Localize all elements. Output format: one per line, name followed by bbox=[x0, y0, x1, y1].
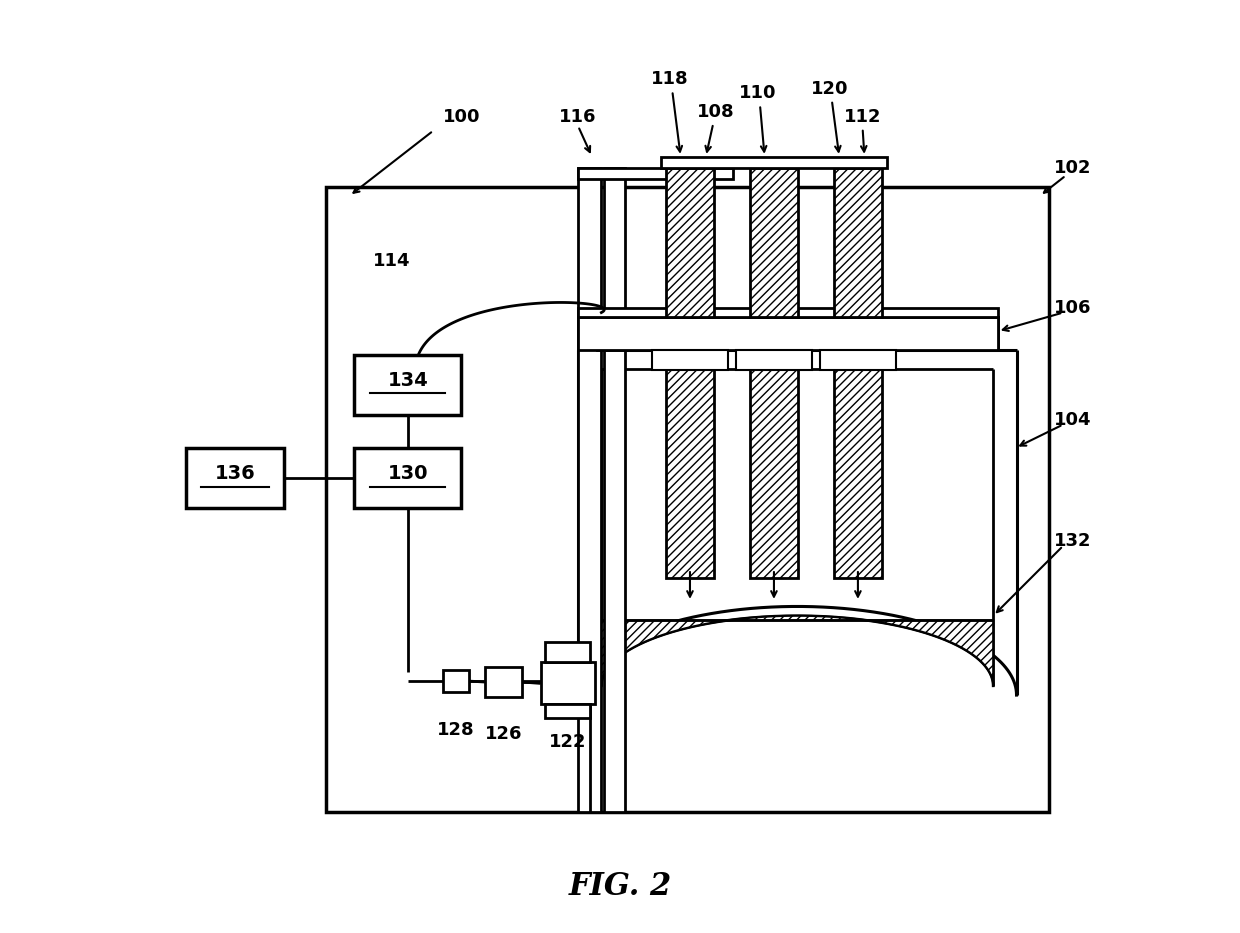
Bar bbox=[546, 704, 590, 718]
Bar bbox=[661, 157, 887, 168]
Bar bbox=[833, 168, 882, 317]
Text: 106: 106 bbox=[1054, 299, 1091, 317]
Text: 134: 134 bbox=[387, 370, 428, 390]
Text: 130: 130 bbox=[387, 464, 428, 483]
Bar bbox=[355, 448, 461, 508]
Bar bbox=[443, 670, 469, 692]
Bar bbox=[750, 369, 799, 578]
Bar bbox=[820, 350, 897, 370]
Text: 118: 118 bbox=[651, 70, 688, 89]
Bar bbox=[578, 168, 733, 179]
Bar bbox=[541, 662, 595, 704]
Text: FIG. 2: FIG. 2 bbox=[568, 870, 672, 902]
Text: 126: 126 bbox=[485, 725, 522, 744]
Text: 112: 112 bbox=[844, 107, 882, 126]
Bar bbox=[355, 355, 461, 415]
Bar bbox=[666, 168, 714, 317]
Text: 114: 114 bbox=[373, 252, 410, 271]
Text: 108: 108 bbox=[697, 103, 735, 121]
Bar bbox=[578, 317, 998, 350]
Bar bbox=[186, 448, 284, 508]
Text: 100: 100 bbox=[443, 107, 480, 126]
Text: 122: 122 bbox=[549, 732, 587, 751]
Bar bbox=[735, 350, 812, 370]
Bar bbox=[596, 317, 998, 350]
Text: 104: 104 bbox=[1054, 411, 1091, 429]
Text: 132: 132 bbox=[1054, 532, 1091, 550]
Bar bbox=[610, 323, 983, 344]
Bar bbox=[546, 642, 590, 662]
Text: 128: 128 bbox=[436, 720, 475, 739]
Bar bbox=[652, 350, 728, 370]
Bar bbox=[485, 667, 522, 697]
Text: 136: 136 bbox=[215, 464, 255, 483]
Text: 116: 116 bbox=[559, 107, 596, 126]
Bar bbox=[750, 168, 799, 317]
Text: 110: 110 bbox=[739, 84, 776, 103]
Bar bbox=[833, 369, 882, 578]
Bar bbox=[578, 168, 601, 812]
Bar bbox=[604, 168, 625, 812]
Bar bbox=[326, 187, 1049, 812]
Text: 120: 120 bbox=[811, 79, 848, 98]
Text: 102: 102 bbox=[1054, 159, 1091, 177]
Bar bbox=[578, 308, 998, 317]
Polygon shape bbox=[601, 616, 993, 686]
Bar bbox=[666, 369, 714, 578]
